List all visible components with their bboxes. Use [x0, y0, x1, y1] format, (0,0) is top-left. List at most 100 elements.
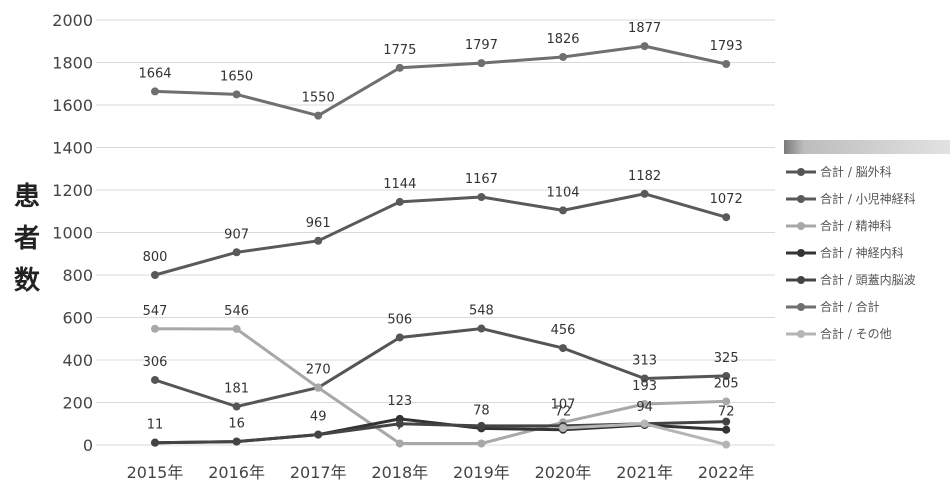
data-label: 1826 [546, 32, 579, 47]
data-label: 1072 [710, 192, 743, 207]
data-label: 1167 [465, 172, 498, 187]
series-line [153, 327, 728, 408]
legend-item: 合計 / その他 [784, 325, 950, 352]
data-point [640, 399, 649, 408]
legend-item: 合計 / 精神科 [784, 217, 950, 244]
data-point [232, 402, 241, 411]
data-label: 313 [632, 353, 657, 368]
data-label: 123 [387, 394, 412, 409]
data-label: 1182 [628, 169, 661, 184]
y-axis-label-char-3: 数 [13, 266, 40, 296]
data-point [314, 430, 323, 439]
data-point [477, 59, 486, 68]
x-tick-label: 2015年 [127, 463, 184, 482]
data-point [151, 87, 159, 96]
data-label: 1650 [220, 69, 253, 84]
legend-swatch-marker [797, 168, 805, 176]
data-point [395, 419, 404, 428]
data-point [477, 193, 486, 202]
legend-item: 合計 / 神経内科 [784, 244, 950, 271]
y-tick-label: 400 [62, 351, 93, 370]
legend-swatch-marker [797, 330, 805, 338]
y-tick-label: 800 [62, 266, 93, 285]
data-point [151, 324, 159, 333]
legend: 合計 / 脳外科 合計 / 小児神経科 合計 / 精神科 合計 / 神経内科 合計 / … [784, 163, 950, 352]
legend-swatch [786, 330, 816, 338]
data-point [722, 417, 731, 426]
data-label: 506 [387, 312, 412, 327]
data-label: 456 [551, 323, 576, 338]
data-label: 49 [310, 410, 327, 425]
data-label: 1104 [546, 185, 579, 200]
legend-label: 合計 / 神経内科 [820, 246, 904, 260]
data-label: 1877 [628, 21, 661, 36]
data-point [477, 324, 486, 333]
data-label: 961 [306, 216, 331, 231]
x-tick-label: 2021年 [616, 463, 673, 482]
data-label: 1793 [710, 39, 743, 54]
data-label: 205 [714, 376, 739, 391]
legend-item: 合計 / 頭蓋内脳波 [784, 271, 950, 298]
legend-item: 合計 / 小児神経科 [784, 190, 950, 217]
data-label: 11 [147, 418, 164, 433]
legend-label: 合計 / 合計 [820, 300, 880, 314]
x-tick-label: 2019年 [453, 463, 510, 482]
data-label: 16 [228, 417, 245, 432]
data-point [395, 333, 404, 342]
data-point [151, 375, 159, 384]
legend-swatch-marker [797, 222, 805, 230]
data-point [559, 206, 567, 215]
data-point [232, 248, 241, 257]
y-axis-label-char-2: 者 [13, 224, 40, 254]
data-label: 546 [224, 304, 249, 319]
y-axis-label-char-1: 患 [13, 182, 40, 212]
data-point [314, 236, 323, 245]
x-tick-label: 2018年 [371, 463, 428, 482]
data-label: 1775 [383, 43, 416, 58]
data-point [722, 440, 731, 449]
legend-label: 合計 / 小児神経科 [820, 192, 916, 206]
data-point [151, 271, 159, 279]
data-point [232, 324, 241, 333]
data-label: 1550 [302, 91, 335, 106]
data-label: 78 [473, 403, 490, 418]
x-tick-label: 2020年 [535, 463, 592, 482]
y-tick-label: 600 [62, 309, 93, 328]
legend-swatch [786, 168, 816, 176]
legend-item: 合計 / 合計 [784, 298, 950, 325]
data-point [559, 52, 567, 61]
legend-swatch-marker [797, 303, 805, 311]
data-point [232, 90, 241, 99]
data-point [395, 439, 404, 448]
data-point [151, 438, 159, 447]
legend-swatch [786, 195, 816, 203]
x-tick-label: 2016年 [208, 463, 265, 482]
data-point [722, 371, 731, 380]
legend-title [784, 140, 950, 154]
data-label: 325 [714, 351, 739, 366]
data-point [395, 197, 404, 206]
data-point [314, 383, 323, 392]
x-tick-label: 2022年 [698, 463, 755, 482]
data-point [559, 344, 567, 353]
data-point [232, 437, 241, 446]
data-label: 94 [636, 400, 653, 415]
data-point [640, 374, 649, 383]
data-label: 306 [143, 355, 168, 370]
series-line [153, 327, 728, 445]
legend-swatch [786, 276, 816, 284]
data-label: 193 [632, 379, 657, 394]
y-tick-label: 1400 [52, 139, 93, 158]
data-label: 907 [224, 227, 249, 242]
data-label: 1664 [138, 66, 171, 81]
data-label: 107 [551, 397, 576, 412]
y-tick-label: 1600 [52, 96, 93, 115]
legend-swatch-marker [797, 195, 805, 203]
data-point [640, 189, 649, 198]
data-label: 72 [718, 405, 735, 420]
y-tick-label: 1200 [52, 181, 93, 200]
y-tick-label: 200 [62, 394, 93, 413]
data-point [559, 424, 567, 432]
